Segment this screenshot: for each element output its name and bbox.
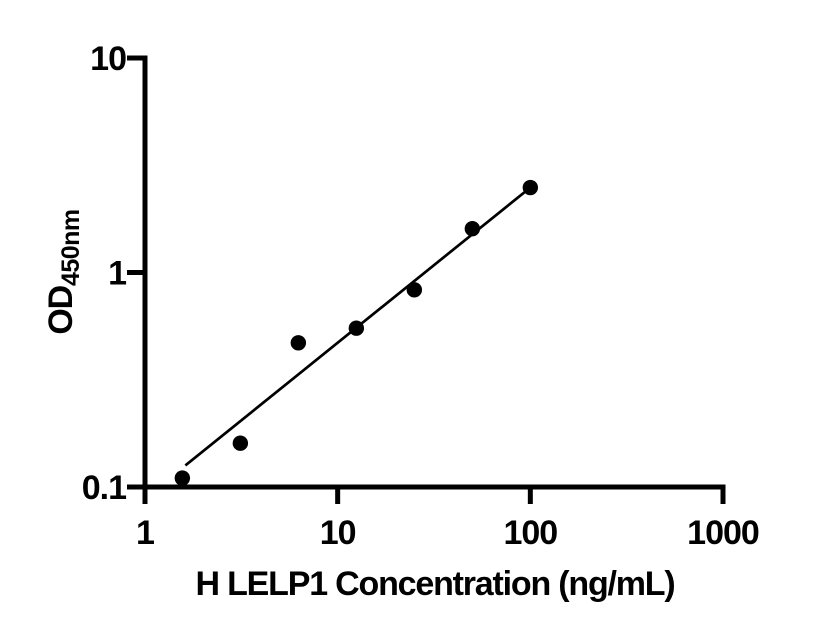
x-axis-title: H LELP1 Concentration (ng/mL) xyxy=(196,565,675,603)
y-tick-label-10: 10 xyxy=(90,40,126,78)
data-point-6 xyxy=(464,221,481,237)
data-point-2 xyxy=(232,435,249,451)
y-tick-label-0.1: 0.1 xyxy=(82,469,126,507)
data-point-5 xyxy=(406,282,423,298)
x-tick-label-10: 10 xyxy=(320,514,356,552)
x-tick-label-1: 1 xyxy=(136,514,154,552)
axes: 1 10 100 1000 10 1 0.1 xyxy=(82,40,760,552)
x-tick-label-1000: 1000 xyxy=(687,514,759,552)
y-tick-label-1: 1 xyxy=(108,255,126,293)
data-point-4 xyxy=(348,320,365,336)
x-tick-label-100: 100 xyxy=(503,514,557,552)
data-point-1 xyxy=(174,470,191,486)
y-axis-title-subscript: 450nm xyxy=(57,209,85,286)
y-axis-title: OD450nm xyxy=(42,209,85,334)
data-point-7 xyxy=(522,179,539,196)
data-series xyxy=(174,179,539,486)
y-axis-title-main: OD xyxy=(42,285,80,334)
data-point-3 xyxy=(290,335,307,351)
